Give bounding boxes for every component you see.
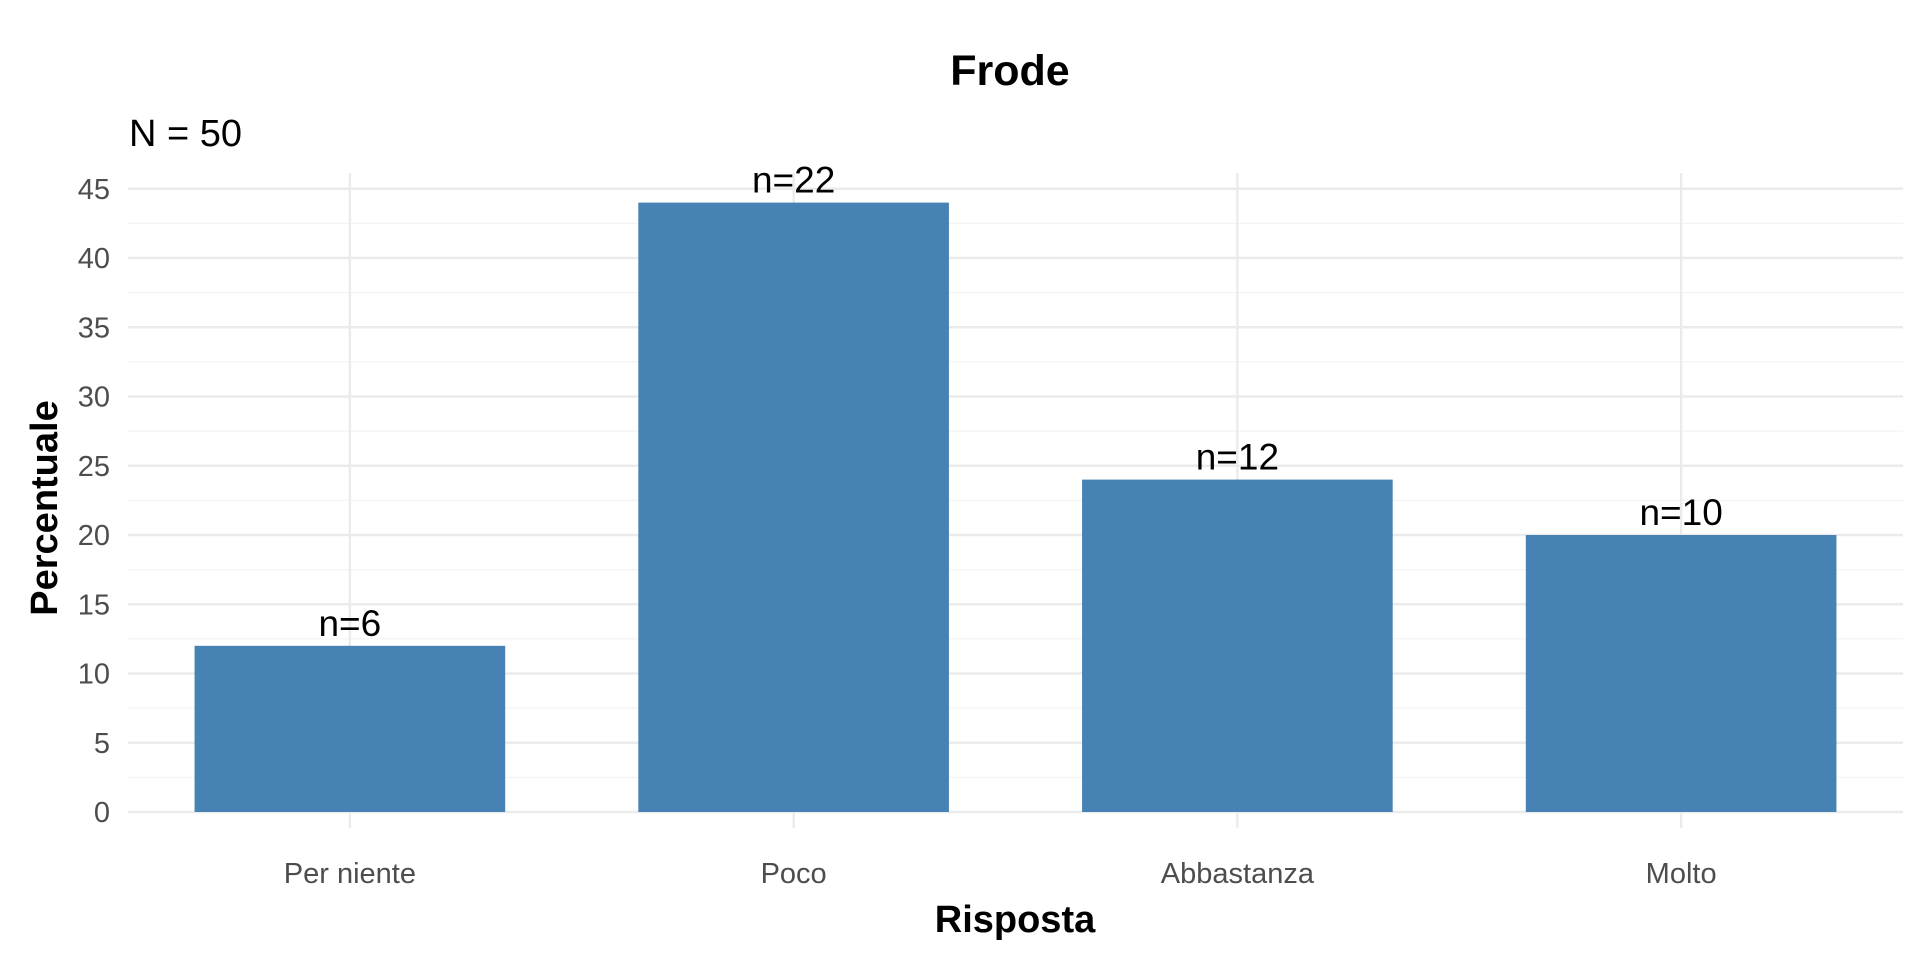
bar: [638, 202, 949, 813]
x-axis-title: Risposta: [935, 899, 1096, 941]
bar: [1082, 479, 1393, 812]
y-tick-label: 40: [78, 243, 110, 275]
y-tick-label: 30: [78, 382, 110, 414]
chart-subtitle: N = 50: [129, 113, 242, 155]
y-tick-label: 25: [78, 451, 110, 483]
y-axis-title: Percentuale: [24, 400, 66, 615]
bars: [194, 202, 1837, 813]
y-tick-label: 0: [94, 797, 110, 829]
y-tick-label: 20: [78, 520, 110, 552]
y-tick-label: 10: [78, 659, 110, 691]
y-tick-label: 15: [78, 589, 110, 621]
bar-data-label: n=12: [1196, 437, 1279, 478]
bar: [194, 645, 506, 812]
y-tick-label: 45: [78, 174, 110, 206]
bar-data-label: n=22: [752, 160, 835, 201]
x-tick-label: Per niente: [284, 858, 416, 890]
bar-data-label: n=6: [318, 603, 381, 644]
x-axis: Per niente Poco Abbastanza Molto: [284, 858, 1717, 890]
bar: [1525, 535, 1837, 812]
y-tick-label: 5: [94, 728, 110, 760]
bar-data-label: n=10: [1639, 492, 1722, 533]
chart-title: Frode: [950, 47, 1069, 95]
y-tick-label: 35: [78, 312, 110, 344]
data-labels: n=6 n=22 n=12 n=10: [318, 160, 1722, 644]
x-tick-label: Molto: [1646, 858, 1717, 890]
y-axis: 0 5 10 15 20 25 30 35 40 45: [78, 174, 110, 829]
x-tick-label: Poco: [761, 858, 827, 890]
x-tick-label: Abbastanza: [1161, 858, 1315, 890]
